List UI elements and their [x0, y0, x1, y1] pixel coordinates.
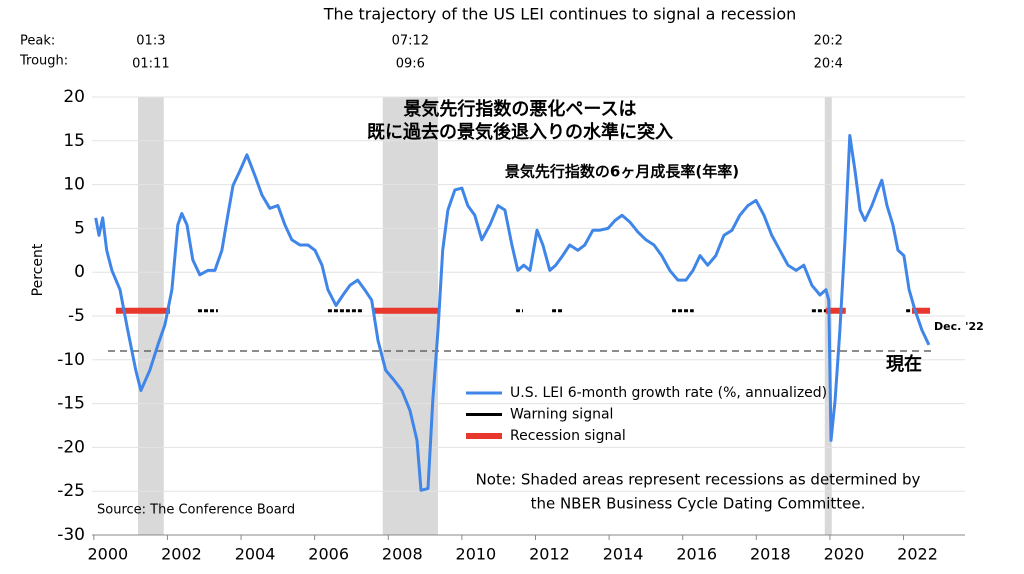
y-tick-label: -25 — [57, 481, 85, 501]
headline: 既に過去の景気後退入りの水準に突入 — [367, 121, 673, 143]
y-tick-label: -10 — [57, 350, 85, 370]
y-tick-label: 5 — [74, 218, 85, 238]
x-tick-label: 2010 — [456, 545, 497, 564]
peak-date: 20:2 — [814, 34, 843, 49]
peak-date: 01:3 — [136, 34, 165, 49]
note: Note: Shaded areas represent recessions … — [476, 471, 921, 489]
note: the NBER Business Cycle Dating Committee… — [531, 495, 866, 513]
x-tick-label: 2006 — [308, 545, 349, 564]
source: Source: The Conference Board — [97, 503, 295, 518]
x-tick-label: 2000 — [87, 545, 128, 564]
y-tick-label: -15 — [57, 394, 85, 414]
x-tick-label: 2012 — [529, 545, 570, 564]
x-tick-label: 2014 — [603, 545, 644, 564]
legend-label: Warning signal — [510, 407, 613, 423]
y-tick-label: 15 — [63, 131, 85, 151]
headline: 景気先行指数の悪化ペースは — [403, 98, 636, 120]
trough-date: 01:11 — [132, 57, 169, 72]
x-tick-label: 2018 — [750, 545, 791, 564]
legend-label: Recession signal — [510, 428, 626, 444]
series-annotation: 景気先行指数の6ヶ月成長率(年率) — [505, 163, 739, 181]
series-line — [94, 134, 931, 492]
peak-label: Peak: — [20, 34, 55, 49]
y-tick-label: 0 — [74, 262, 85, 282]
chart-title: The trajectory of the US LEI continues t… — [323, 5, 797, 24]
x-tick-label: 2002 — [161, 545, 202, 564]
x-tick-label: 2016 — [676, 545, 717, 564]
legend-label: U.S. LEI 6-month growth rate (%, annuali… — [510, 385, 827, 401]
end-label: Dec. '22 — [934, 320, 984, 333]
trough-date: 09:6 — [396, 57, 425, 72]
x-tick-label: 2020 — [824, 545, 865, 564]
y-tick-label: -30 — [57, 525, 85, 545]
y-tick-label: -5 — [68, 306, 85, 326]
trough-date: 20:4 — [814, 57, 843, 72]
peak-date: 07:12 — [392, 34, 429, 49]
trough-label: Trough: — [19, 54, 68, 69]
y-axis-label: Percent — [30, 243, 46, 296]
x-tick-label: 2022 — [897, 545, 938, 564]
y-tick-label: -20 — [57, 437, 85, 457]
y-tick-label: 10 — [63, 175, 85, 195]
threshold-label: 現在 — [886, 353, 922, 375]
x-tick-label: 2008 — [382, 545, 423, 564]
y-tick-label: 20 — [63, 87, 85, 107]
x-tick-label: 2004 — [235, 545, 276, 564]
